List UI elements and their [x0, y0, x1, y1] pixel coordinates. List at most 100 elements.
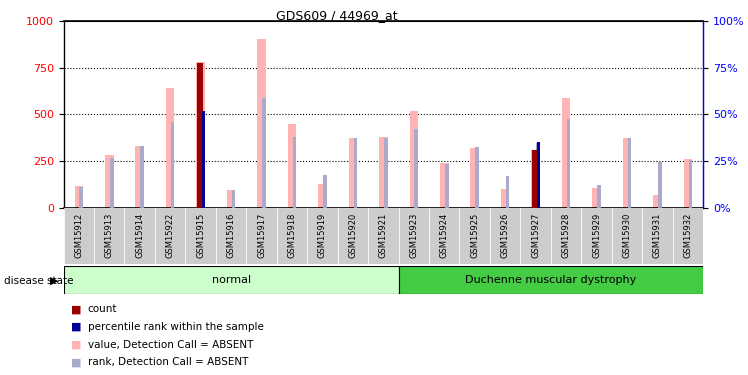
Bar	[349, 138, 357, 208]
Bar	[262, 99, 266, 208]
Text: GSM15920: GSM15920	[349, 213, 358, 258]
Text: ■: ■	[71, 304, 82, 314]
Bar	[551, 208, 581, 264]
Bar	[384, 138, 387, 208]
Bar	[562, 98, 570, 208]
Bar	[197, 63, 203, 208]
Bar	[628, 138, 631, 208]
Bar	[227, 190, 236, 208]
Bar	[658, 162, 662, 208]
Text: GSM15926: GSM15926	[500, 213, 509, 258]
Bar	[110, 158, 114, 208]
Text: GSM15918: GSM15918	[287, 213, 296, 258]
Bar	[124, 208, 155, 264]
Bar	[288, 124, 296, 208]
Text: GSM15912: GSM15912	[74, 213, 83, 258]
Bar	[531, 150, 540, 208]
Bar	[216, 208, 246, 264]
Bar	[155, 208, 186, 264]
Bar	[445, 164, 449, 208]
Bar	[399, 208, 429, 264]
Bar	[399, 266, 703, 294]
Bar	[141, 146, 144, 208]
Bar	[470, 148, 479, 208]
Bar	[186, 208, 216, 264]
Bar	[410, 111, 418, 208]
Bar	[318, 184, 327, 208]
Text: GSM15931: GSM15931	[653, 213, 662, 258]
Text: normal: normal	[212, 275, 251, 285]
Bar	[105, 154, 114, 208]
Bar	[459, 208, 490, 264]
Text: GSM15928: GSM15928	[562, 213, 571, 258]
Bar	[337, 208, 368, 264]
Text: count: count	[88, 304, 117, 314]
Bar	[537, 142, 540, 208]
Bar	[475, 147, 479, 208]
Bar	[532, 150, 538, 208]
Text: ■: ■	[71, 340, 82, 350]
Text: ▶: ▶	[50, 276, 59, 285]
Text: GSM15919: GSM15919	[318, 213, 327, 258]
Text: GSM15916: GSM15916	[227, 213, 236, 258]
Bar	[688, 160, 692, 208]
Text: ■: ■	[71, 357, 82, 367]
Text: GSM15914: GSM15914	[135, 213, 144, 258]
Bar	[64, 208, 94, 264]
Bar	[79, 187, 83, 208]
Bar	[197, 62, 205, 208]
Text: rank, Detection Call = ABSENT: rank, Detection Call = ABSENT	[88, 357, 248, 367]
Bar	[135, 146, 144, 208]
Bar	[501, 189, 509, 208]
Bar	[232, 190, 236, 208]
Bar	[567, 119, 570, 208]
Bar	[653, 195, 662, 208]
Bar	[171, 122, 174, 208]
Bar	[277, 208, 307, 264]
Bar	[201, 112, 205, 208]
Text: GSM15921: GSM15921	[378, 213, 388, 258]
Bar	[414, 129, 418, 208]
Text: GSM15930: GSM15930	[622, 213, 631, 258]
Text: GSM15929: GSM15929	[592, 213, 601, 258]
Text: GSM15925: GSM15925	[470, 213, 479, 258]
Text: GSM15922: GSM15922	[165, 213, 175, 258]
Text: percentile rank within the sample: percentile rank within the sample	[88, 322, 263, 332]
Text: disease state: disease state	[4, 276, 73, 285]
Text: ■: ■	[71, 322, 82, 332]
Text: GSM15923: GSM15923	[409, 213, 418, 258]
Bar	[612, 208, 643, 264]
Bar	[64, 266, 399, 294]
Bar	[684, 159, 692, 208]
Bar	[75, 186, 83, 208]
Bar	[368, 208, 399, 264]
Text: GSM15932: GSM15932	[684, 213, 693, 258]
Bar	[581, 208, 612, 264]
Bar	[292, 137, 296, 208]
Bar	[672, 208, 703, 264]
Bar	[202, 111, 205, 208]
Bar	[506, 176, 509, 208]
Bar	[94, 208, 124, 264]
Bar	[307, 208, 337, 264]
Bar	[597, 185, 601, 208]
Bar	[623, 138, 631, 208]
Bar	[379, 137, 387, 208]
Bar	[257, 39, 266, 208]
Text: GDS609 / 44969_at: GDS609 / 44969_at	[276, 9, 397, 22]
Bar	[643, 208, 672, 264]
Text: Duchenne muscular dystrophy: Duchenne muscular dystrophy	[465, 275, 637, 285]
Bar	[166, 88, 174, 208]
Bar	[592, 188, 601, 208]
Text: GSM15915: GSM15915	[196, 213, 205, 258]
Bar	[521, 208, 551, 264]
Bar	[429, 208, 459, 264]
Text: GSM15913: GSM15913	[105, 213, 114, 258]
Bar	[354, 138, 357, 208]
Text: GSM15924: GSM15924	[440, 213, 449, 258]
Bar	[246, 208, 277, 264]
Bar	[490, 208, 521, 264]
Text: GSM15927: GSM15927	[531, 213, 540, 258]
Text: value, Detection Call = ABSENT: value, Detection Call = ABSENT	[88, 340, 253, 350]
Bar	[536, 144, 540, 208]
